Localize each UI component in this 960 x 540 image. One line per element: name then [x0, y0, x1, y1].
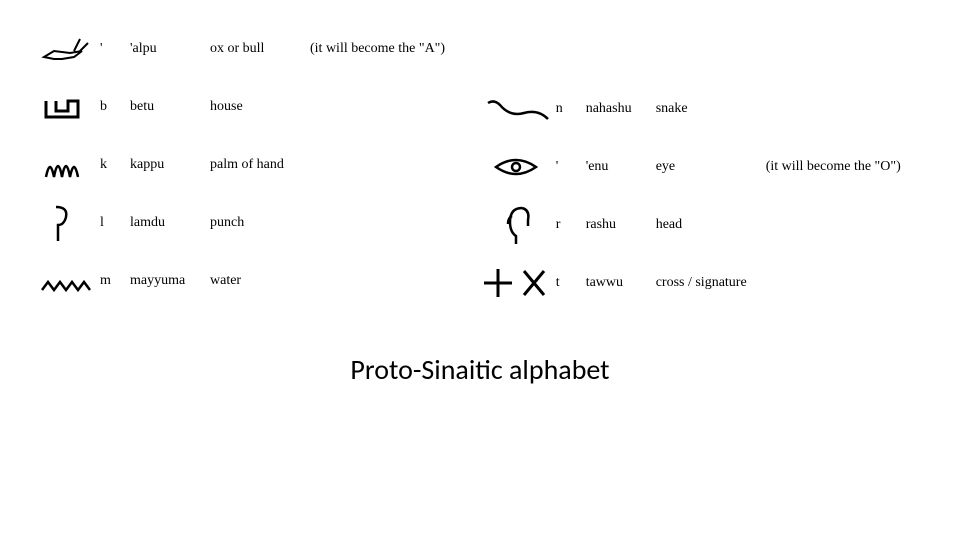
name-cell: kappu — [130, 157, 210, 173]
name-cell: betu — [130, 99, 210, 115]
name-cell: 'alpu — [130, 41, 210, 57]
meaning-cell: house — [210, 99, 310, 115]
table-row: m mayyuma water — [40, 252, 446, 310]
name-cell: nahashu — [586, 101, 656, 117]
table-row: ' 'alpu ox or bull (it will become the "… — [40, 20, 446, 78]
glyph-ox-head-icon — [40, 31, 100, 67]
letter-cell: r — [556, 217, 586, 233]
page-title: Proto-Sinaitic alphabet — [40, 352, 920, 387]
meaning-cell: head — [656, 217, 766, 233]
letter-cell: k — [100, 157, 130, 173]
alphabet-chart: ' 'alpu ox or bull (it will become the "… — [0, 0, 960, 387]
left-column: ' 'alpu ox or bull (it will become the "… — [40, 20, 446, 312]
note-cell: (it will become the "A") — [310, 41, 446, 57]
meaning-cell: snake — [656, 101, 766, 117]
glyph-water-icon — [40, 266, 100, 296]
letter-cell: b — [100, 99, 130, 115]
glyph-snake-icon — [476, 93, 556, 125]
glyph-eye-icon — [476, 149, 556, 185]
name-cell: rashu — [586, 217, 656, 233]
meaning-cell: punch — [210, 215, 310, 231]
letter-cell: n — [556, 101, 586, 117]
name-cell: 'enu — [586, 159, 656, 175]
name-cell: tawwu — [586, 275, 656, 291]
glyph-house-icon — [40, 91, 100, 123]
letter-cell: t — [556, 275, 586, 291]
right-column: n nahashu snake ' 'enu eye (it will beco… — [476, 80, 920, 312]
letter-cell: l — [100, 215, 130, 231]
name-cell: mayyuma — [130, 273, 210, 289]
glyph-punch-icon — [40, 201, 100, 245]
table-row: t tawwu cross / signature — [476, 254, 920, 312]
note-cell: (it will become the "O") — [766, 159, 920, 175]
table-row: k kappu palm of hand — [40, 136, 446, 194]
meaning-cell: water — [210, 273, 310, 289]
glyph-head-icon — [476, 202, 556, 248]
letter-cell: ' — [100, 41, 130, 57]
table-row: b betu house — [40, 78, 446, 136]
letter-cell: m — [100, 273, 130, 289]
table-row: n nahashu snake — [476, 80, 920, 138]
letter-cell: ' — [556, 159, 586, 175]
name-cell: lamdu — [130, 215, 210, 231]
table-row: l lamdu punch — [40, 194, 446, 252]
meaning-cell: eye — [656, 159, 766, 175]
glyph-palm-icon — [40, 147, 100, 183]
columns-wrapper: ' 'alpu ox or bull (it will become the "… — [40, 20, 920, 312]
glyph-cross-icon — [476, 263, 556, 303]
meaning-cell: ox or bull — [210, 41, 310, 57]
meaning-cell: cross / signature — [656, 275, 766, 291]
meaning-cell: palm of hand — [210, 157, 310, 173]
table-row: r rashu head — [476, 196, 920, 254]
table-row: ' 'enu eye (it will become the "O") — [476, 138, 920, 196]
